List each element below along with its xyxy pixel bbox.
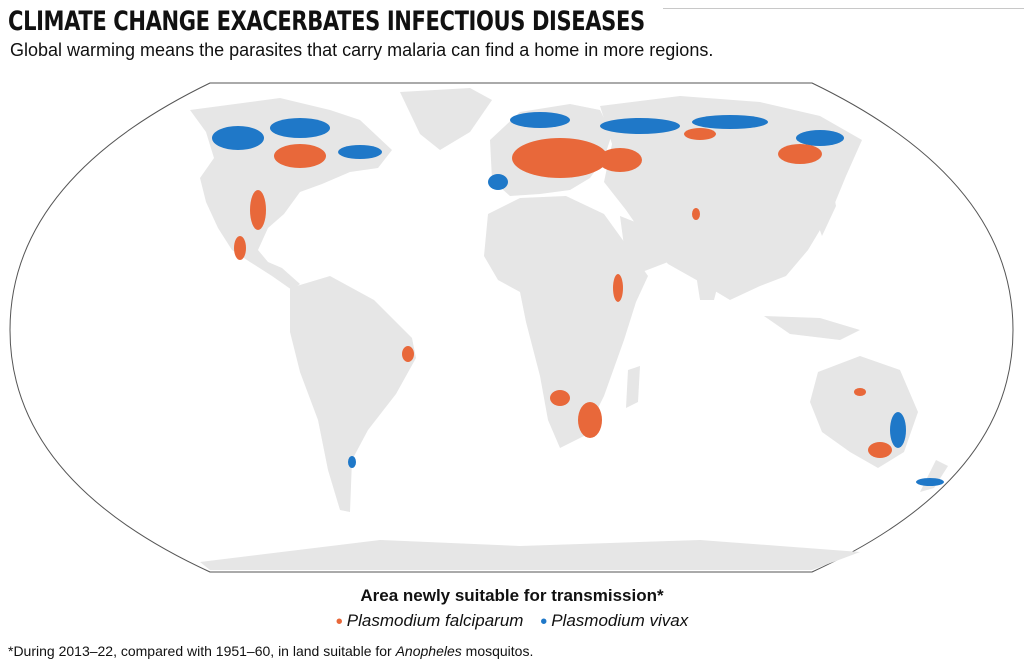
- arabia: [620, 216, 668, 272]
- vivax-dot-icon: •: [540, 611, 548, 633]
- vivax-areas: [212, 112, 944, 486]
- page-subtitle: Global warming means the parasites that …: [10, 40, 714, 60]
- footnote: *During 2013–22, compared with 1951–60, …: [8, 643, 533, 659]
- legend-item-falciparum: • Plasmodium falciparum: [336, 611, 524, 634]
- africa: [484, 196, 648, 448]
- falciparum-areas: [234, 128, 892, 458]
- legend-title: Area newly suitable for transmission*: [360, 586, 664, 605]
- legend: • Plasmodium falciparum • Plasmodium vivax: [0, 611, 1024, 634]
- page-title: CLIMATE CHANGE EXACERBATES INFECTIOUS DI…: [8, 6, 645, 37]
- footnote-text-before: *During 2013–22, compared with 1951–60, …: [8, 643, 396, 659]
- footnote-text-after: mosquitos.: [461, 643, 534, 659]
- legend-item-vivax: • Plasmodium vivax: [540, 611, 688, 634]
- legend-label-vivax: Plasmodium vivax: [551, 611, 689, 630]
- south-america: [290, 276, 416, 512]
- madagascar: [626, 366, 640, 408]
- title-divider: [663, 8, 1024, 9]
- india: [690, 236, 728, 300]
- australia: [810, 356, 918, 468]
- legend-label-falciparum: Plasmodium falciparum: [346, 611, 524, 630]
- footnote-italic: Anopheles: [395, 643, 462, 659]
- world-map: [9, 82, 1014, 573]
- antarctica: [200, 540, 860, 570]
- philippines-japan: [812, 176, 836, 236]
- greenland: [400, 88, 492, 150]
- falciparum-dot-icon: •: [335, 611, 343, 633]
- indonesia: [764, 316, 860, 340]
